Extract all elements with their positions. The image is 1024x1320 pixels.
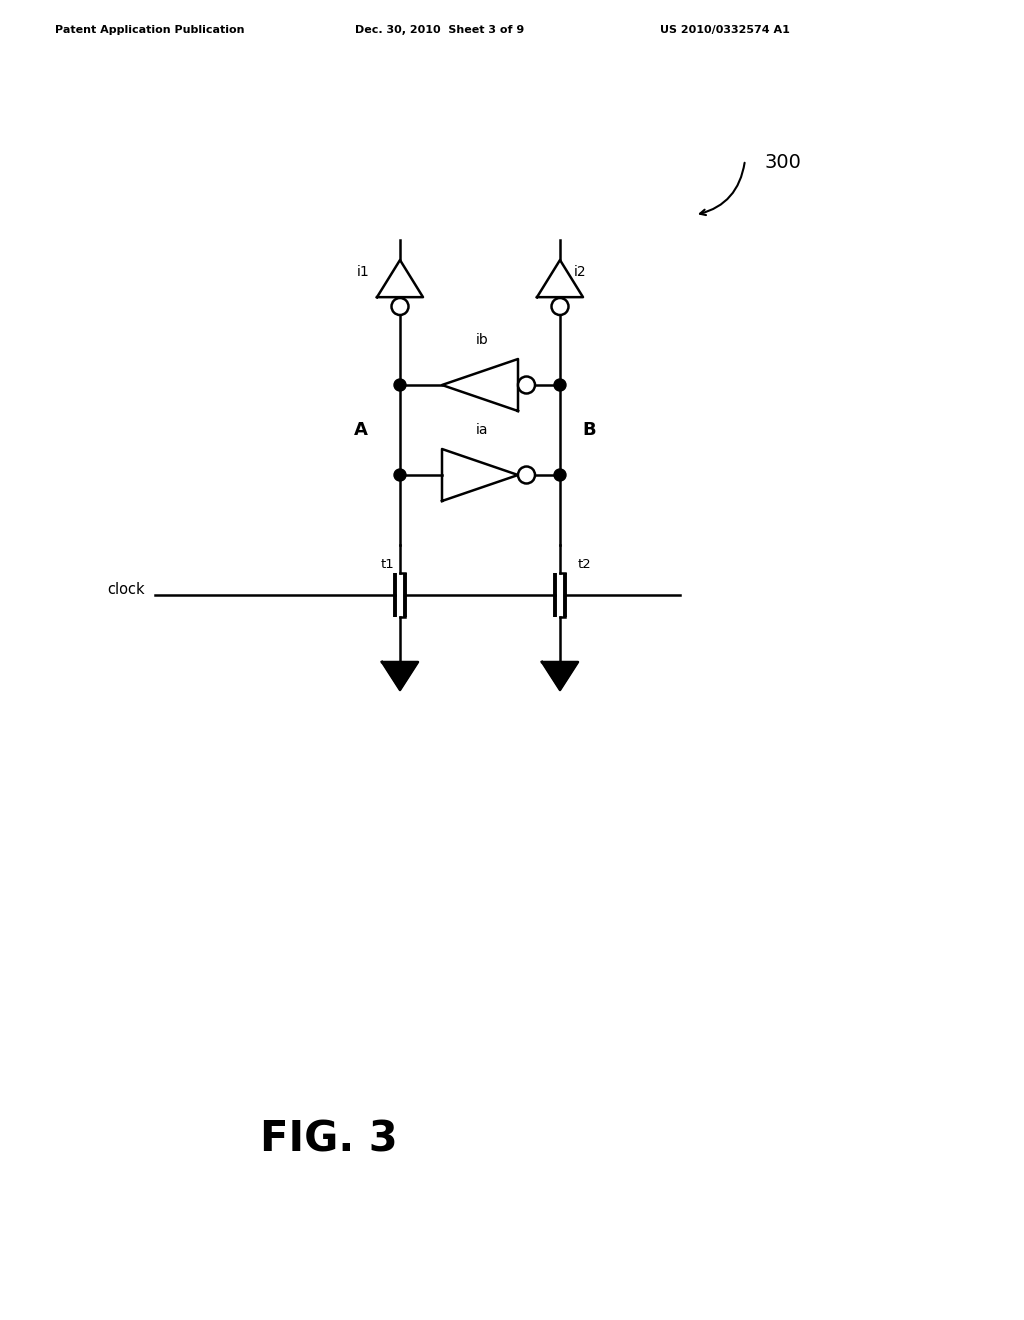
Circle shape [518,376,535,393]
Circle shape [518,466,535,483]
Text: t2: t2 [578,558,592,572]
Text: ia: ia [476,422,488,437]
Text: t1: t1 [380,558,394,572]
Circle shape [554,469,566,480]
Text: A: A [354,421,368,440]
Text: ib: ib [475,333,488,347]
Text: 300: 300 [765,153,802,172]
Text: US 2010/0332574 A1: US 2010/0332574 A1 [660,25,790,36]
Circle shape [394,469,406,480]
Text: clock: clock [108,582,145,597]
Polygon shape [542,663,578,690]
Circle shape [394,379,406,391]
Circle shape [554,379,566,391]
Polygon shape [382,663,418,690]
Text: Dec. 30, 2010  Sheet 3 of 9: Dec. 30, 2010 Sheet 3 of 9 [355,25,524,36]
Circle shape [391,298,409,315]
Text: i2: i2 [574,265,587,279]
Circle shape [552,298,568,315]
Text: FIG. 3: FIG. 3 [260,1119,397,1162]
Text: i1: i1 [357,265,370,279]
Text: B: B [582,421,596,440]
Text: Patent Application Publication: Patent Application Publication [55,25,245,36]
